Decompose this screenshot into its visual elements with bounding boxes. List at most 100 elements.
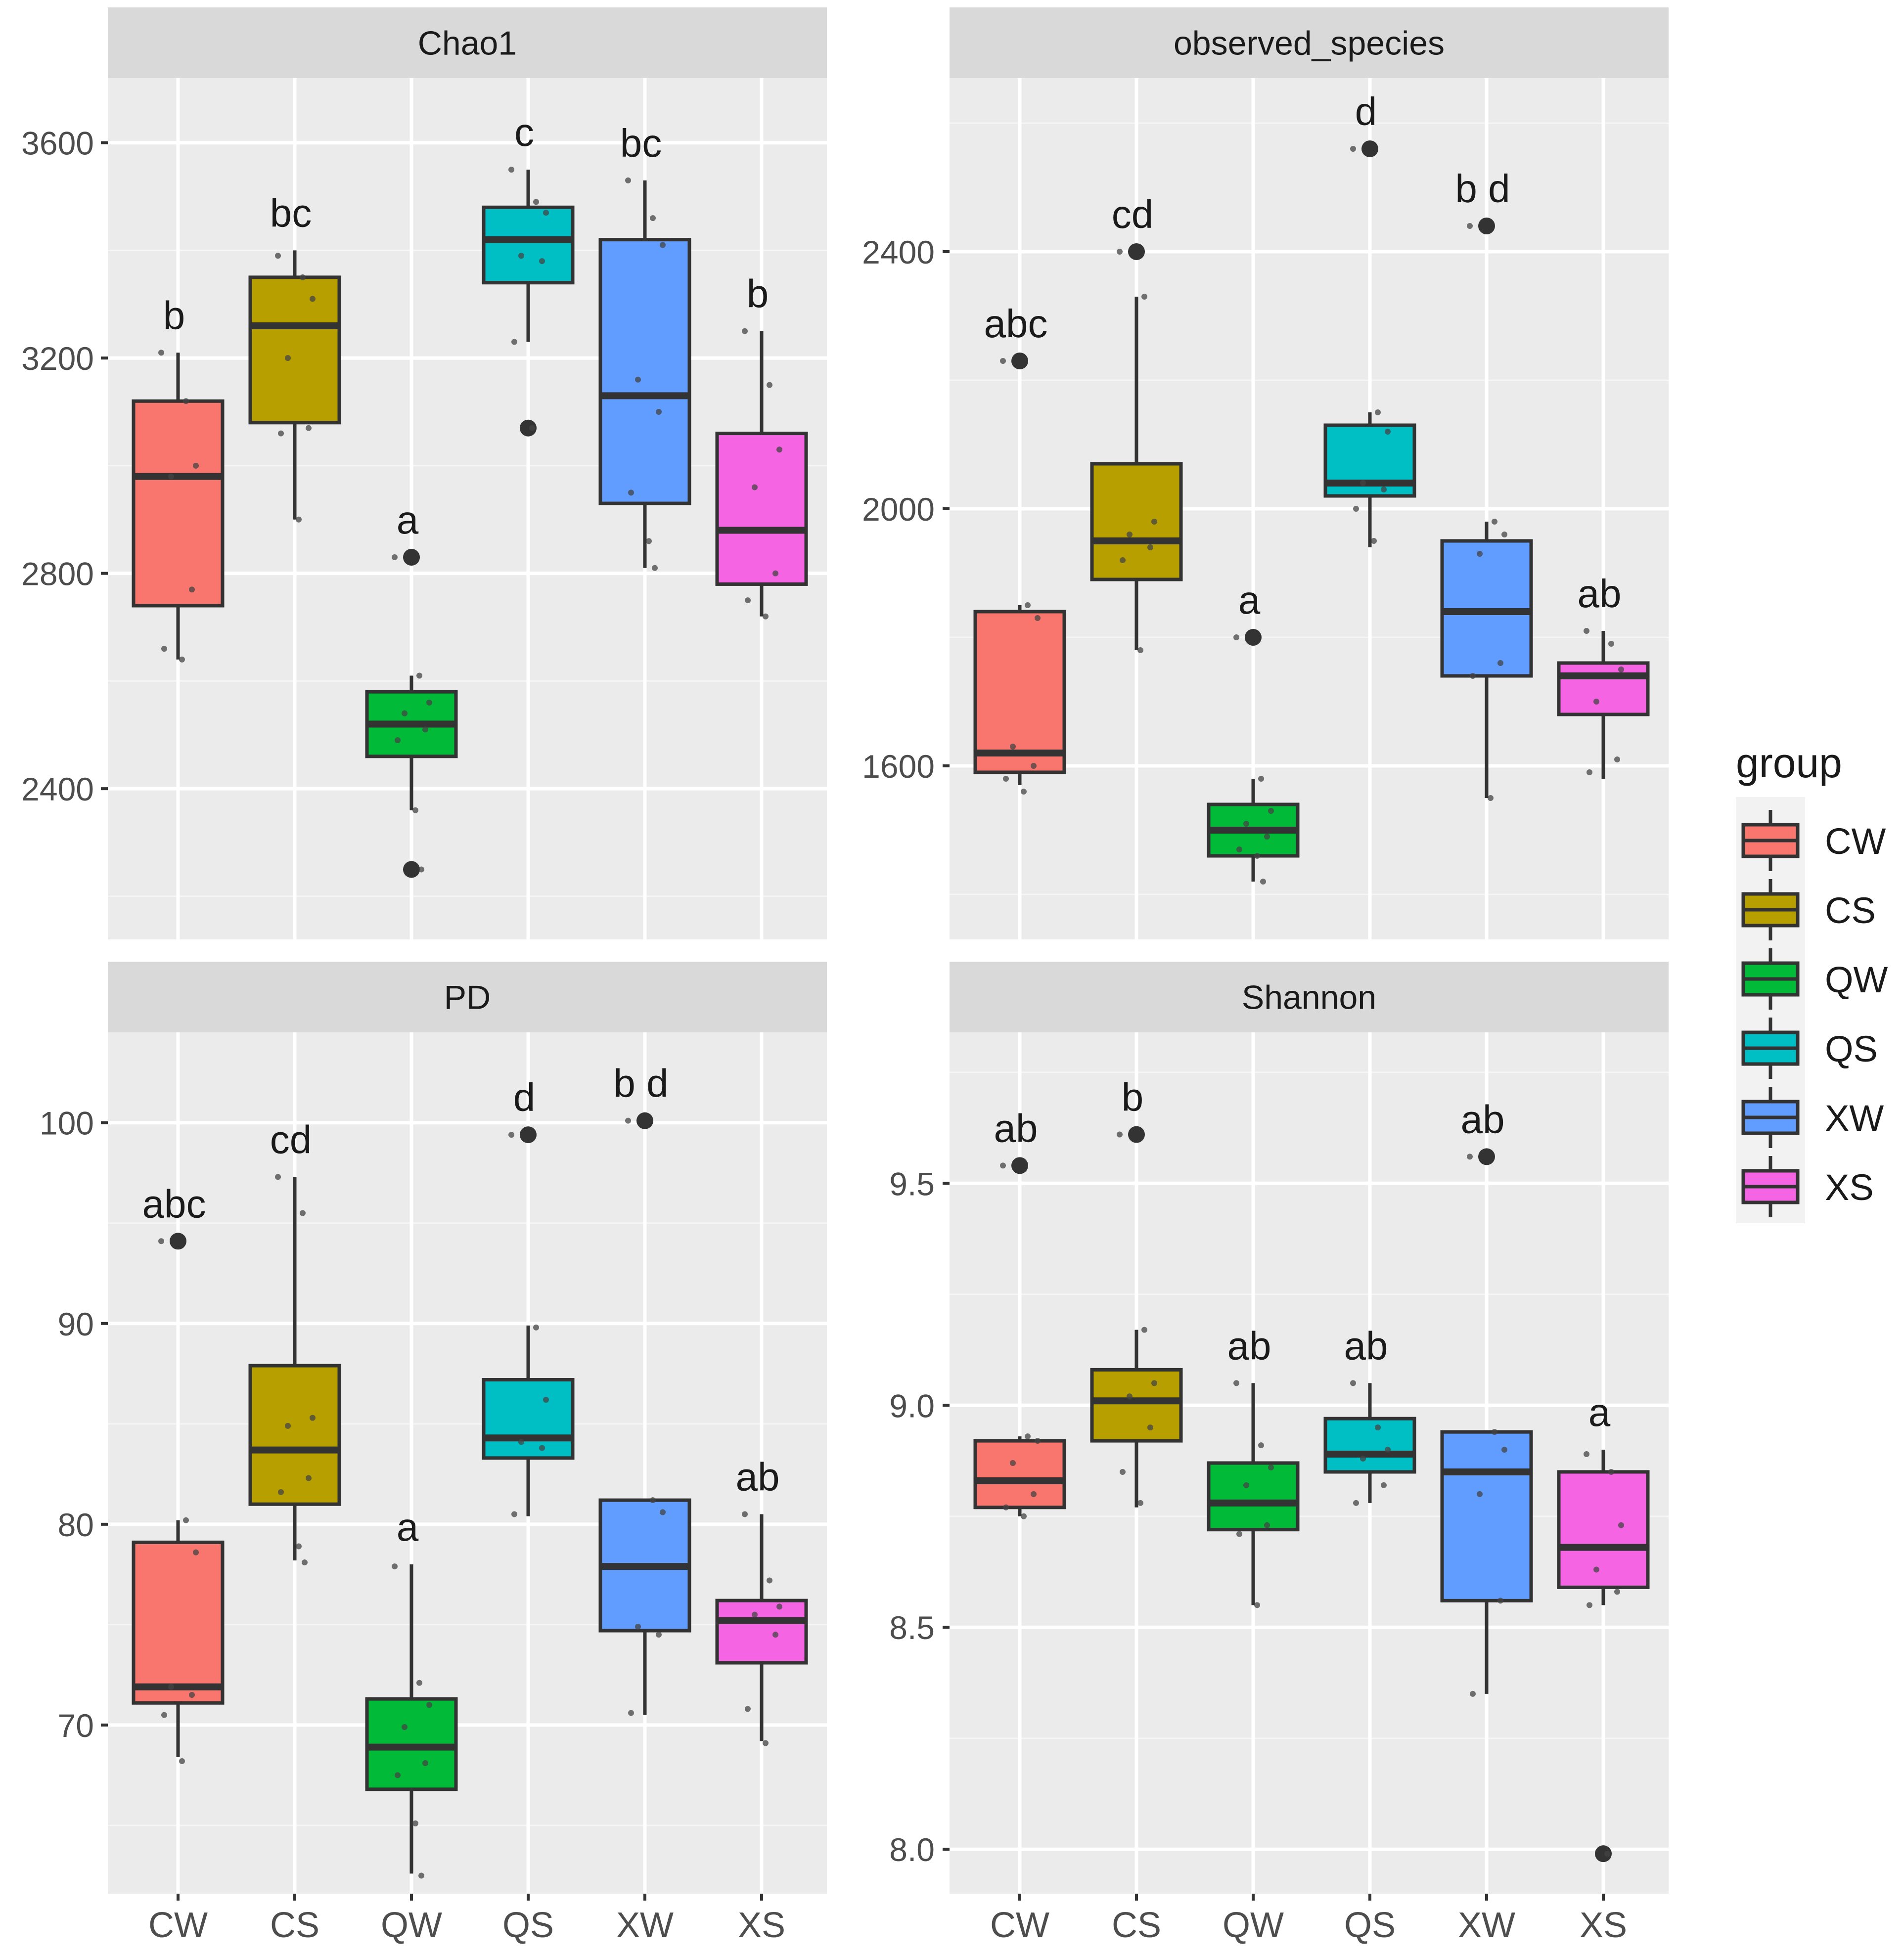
significance-letter: b xyxy=(747,272,769,316)
data-point xyxy=(763,613,769,620)
x-tick-label: XS xyxy=(738,1906,785,1945)
panel-background xyxy=(108,78,827,939)
significance-letter: a xyxy=(397,1505,419,1549)
data-point xyxy=(302,1559,308,1565)
data-point xyxy=(1025,1433,1031,1440)
data-point xyxy=(418,866,424,873)
data-point xyxy=(1268,808,1274,814)
box-iqr xyxy=(715,432,808,586)
panel-PD: PD 70 80 90 100 abc cd a d b d ab CW CS QW QS XW XS xyxy=(40,962,827,1945)
data-point xyxy=(1137,1500,1143,1506)
box-iqr xyxy=(1090,462,1183,581)
box-XW: b d xyxy=(598,1062,691,1716)
data-point xyxy=(1258,776,1264,782)
data-point xyxy=(1147,1424,1153,1431)
data-point xyxy=(189,1692,195,1698)
x-tick-label: QS xyxy=(502,1906,554,1945)
data-point xyxy=(1381,1482,1387,1488)
data-point xyxy=(508,167,514,173)
data-point xyxy=(275,253,281,259)
data-point xyxy=(1236,1531,1242,1537)
significance-letter: d xyxy=(1355,89,1377,133)
data-point xyxy=(392,1563,398,1570)
data-point xyxy=(767,1577,772,1584)
data-point xyxy=(656,409,662,415)
box-iqr xyxy=(132,399,225,608)
data-point xyxy=(1035,615,1041,621)
legend-label: CS xyxy=(1825,890,1876,931)
box-iqr xyxy=(1440,1430,1533,1602)
box-QS: d xyxy=(1323,89,1416,547)
outlier-point xyxy=(1478,218,1495,234)
data-point xyxy=(1031,1491,1037,1497)
significance-letter: bc xyxy=(270,191,312,235)
data-point xyxy=(1618,1522,1624,1528)
data-point xyxy=(660,1509,666,1515)
box-CW: abc xyxy=(973,302,1066,795)
box-XW: bc xyxy=(598,121,691,571)
data-point xyxy=(656,1632,662,1638)
data-point xyxy=(1350,1380,1356,1386)
box-QW: a xyxy=(365,1505,458,1879)
data-point xyxy=(416,1680,422,1686)
data-point xyxy=(395,1772,401,1778)
data-point xyxy=(300,1210,306,1216)
data-point xyxy=(168,1684,174,1690)
outlier-point xyxy=(1361,140,1378,157)
data-point xyxy=(1021,1513,1027,1519)
significance-letter: ab xyxy=(1461,1097,1505,1141)
data-point xyxy=(1477,551,1483,557)
data-point xyxy=(1035,1438,1041,1444)
data-point xyxy=(1385,429,1391,435)
box-CW: ab xyxy=(973,1106,1066,1519)
data-point xyxy=(306,425,312,431)
significance-letter: a xyxy=(1238,578,1261,622)
outlier-point xyxy=(1128,1126,1145,1143)
y-tick-label: 3200 xyxy=(21,340,94,377)
data-point xyxy=(1243,1482,1249,1488)
data-point xyxy=(1467,1154,1473,1160)
data-point xyxy=(1492,519,1497,525)
data-point xyxy=(511,339,517,345)
y-tick-label: 70 xyxy=(58,1707,94,1744)
data-point xyxy=(543,210,549,216)
box-QW: a xyxy=(1207,578,1300,885)
outlier-point xyxy=(1011,1157,1028,1174)
x-tick-label: XS xyxy=(1580,1906,1627,1945)
data-point xyxy=(275,1174,281,1180)
y-tick-label: 1600 xyxy=(862,748,935,785)
y-tick-label: 2800 xyxy=(21,556,94,592)
data-point xyxy=(1137,647,1143,653)
data-point xyxy=(1147,544,1153,550)
data-point xyxy=(518,1439,524,1445)
facet-title: Chao1 xyxy=(418,25,517,62)
data-point xyxy=(650,1497,656,1504)
box-QW: ab xyxy=(1207,1324,1300,1608)
panel-background xyxy=(950,1032,1669,1894)
y-tick-label: 100 xyxy=(40,1105,94,1142)
data-point xyxy=(426,699,432,706)
panel-observed_species: observed_species 1600 2000 2400 abc cd a d b d ab xyxy=(862,7,1669,939)
significance-letter: ab xyxy=(994,1106,1038,1150)
data-point xyxy=(752,484,758,490)
data-point xyxy=(1003,776,1009,782)
box-QS: c xyxy=(482,110,575,437)
data-point xyxy=(625,177,631,183)
data-point xyxy=(395,737,401,744)
box-XS: ab xyxy=(715,1455,808,1746)
data-point xyxy=(1497,660,1503,666)
data-point xyxy=(1492,1429,1497,1435)
y-tick-label: 9.0 xyxy=(889,1387,935,1424)
data-point xyxy=(1593,1566,1599,1573)
data-point xyxy=(1003,1504,1009,1510)
box-iqr xyxy=(973,610,1066,774)
legend-item-XW: XW xyxy=(1741,1087,1884,1148)
data-point xyxy=(278,430,284,437)
data-point xyxy=(179,1758,185,1764)
data-point xyxy=(1031,763,1037,769)
data-point xyxy=(416,672,422,679)
significance-letter: ab xyxy=(1578,572,1622,616)
data-point xyxy=(1000,1162,1006,1169)
data-point xyxy=(776,446,782,453)
data-point xyxy=(193,1549,199,1555)
